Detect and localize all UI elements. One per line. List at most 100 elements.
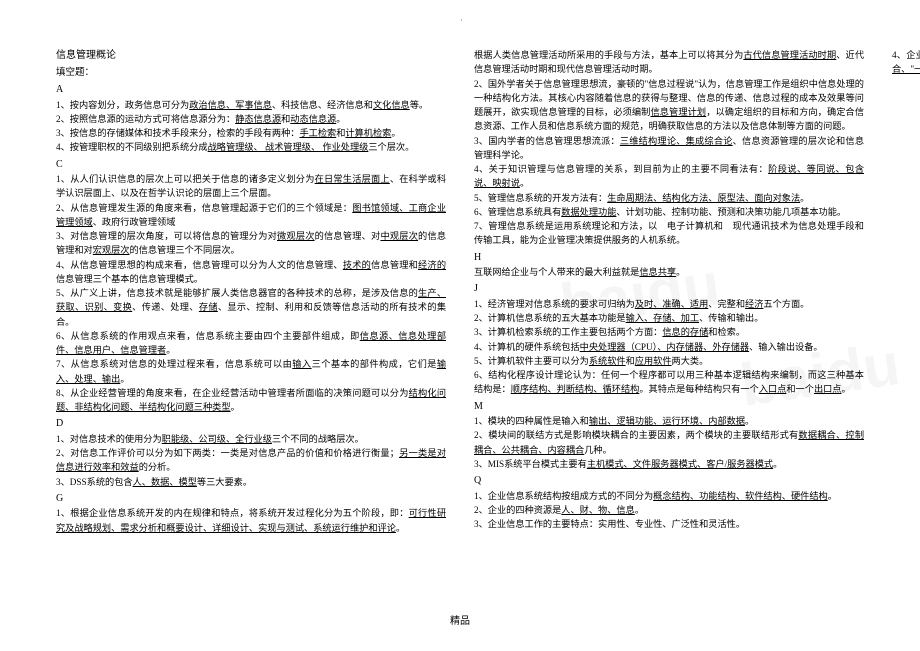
- text-run: 2、计算机信息系统的五大基本功能是: [474, 313, 626, 323]
- text-run: 、科技信息、经济信息和: [272, 100, 373, 110]
- underline-text: 计算机检索: [345, 128, 391, 138]
- text-run: 。: [231, 402, 240, 412]
- text-run: 、完整和: [708, 299, 745, 309]
- text-run: 的分析。: [139, 462, 176, 472]
- paragraph: 3、对信息管理的层次角度，可以将信息的管理分为对微观层次的信息管理、对中观层次的…: [56, 229, 446, 258]
- text-run: 3、MIS系统平台模式主要有: [474, 459, 587, 469]
- text-run: 。: [773, 459, 782, 469]
- underline-text: 信息管理计划: [650, 107, 706, 117]
- section-head: C: [56, 157, 446, 173]
- underline-text: 微观层次: [277, 231, 315, 241]
- underline-text: 系统软件: [589, 356, 626, 366]
- doc-subtitle: 填空题：: [56, 66, 446, 81]
- underline-text: 职能级、公司级、全行业级: [162, 434, 272, 444]
- underline-text: 输入: [292, 359, 311, 369]
- text-run: 1、根据企业信息系统开发的内在规律和特点，将系统开发过程化分为五个阶段，即：: [56, 508, 409, 518]
- text-run: 、输入输出设备。: [749, 342, 823, 352]
- paragraph: 5、从广义上讲，信息技术就是能够扩展人类信息器官的各种技术的总称，是涉及信息的生…: [56, 286, 446, 329]
- underline-text: 数据处理功能: [561, 207, 616, 217]
- text-run: 几种。: [584, 445, 612, 455]
- text-run: 信息管理和: [371, 260, 418, 270]
- underline-text: 中观层次: [380, 231, 418, 241]
- text-run: 5、计算机软件主要可以分为: [474, 356, 589, 366]
- footer-text: 精品: [0, 612, 920, 627]
- text-run: 6、从信息系统的作用观点来看，信息系统主要由四个主要部件组成，即: [56, 331, 360, 341]
- text-run: 4、关于知识管理与信息管理的关系，到目前为止的主要不同看法有：: [474, 164, 768, 174]
- paragraph: 6、结构化程序设计理论认为：任何一个程序都可以用三种基本逻辑结构来编制，而这三种…: [474, 368, 864, 397]
- text-run: 。: [828, 491, 837, 501]
- underline-text: 人、数据、模型: [133, 477, 197, 487]
- text-run: 。: [635, 505, 644, 515]
- paragraph: 4、计算机的硬件系统包括中央处理器（CPU）、内存储器、外存储器、输入输出设备。: [474, 340, 864, 354]
- paragraph: 4、企业信息系统建设的四个基本原则是以系统工程的观点指导信息系统的建设、与用户密…: [892, 48, 920, 77]
- paragraph: 1、经济管理对信息系统的要求可归纳为及时、准确、适用、完整和经济五个方面。: [474, 297, 864, 311]
- paragraph: 2、计算机信息系统的五大基本功能是输入、存储、加工、传输和输出。: [474, 311, 864, 325]
- text-run: 、传输和输出。: [699, 313, 763, 323]
- text-run: 的信息管理三个不同层次。: [130, 245, 240, 255]
- text-run: 。: [391, 128, 400, 138]
- paragraph: 3、计算机检索系统的工作主要包括两个方面：信息的存储和检索。: [474, 325, 864, 339]
- paragraph: 2、从信息管理发生源的角度来看，信息管理起源于它们的三个领域是：图书馆领域、工商…: [56, 201, 446, 230]
- text-run: 1、按内容划分，政务信息可分为: [56, 100, 189, 110]
- underline-text: 宏观层次: [93, 245, 130, 255]
- paragraph: 2、对信息工作评价可以分为如下两类：一类是对信息产品的价值和价格进行衡量；另一类…: [56, 446, 446, 475]
- paragraph: 2、模块间的联结方式是影响模块耦合的主要因素，两个模块的主要联结形式有数据耦合、…: [474, 428, 864, 457]
- text-run: 和: [626, 356, 635, 366]
- underline-text: 战略管理级、 战术管理级、 作业处理级: [208, 142, 369, 152]
- text-run: 3、DSS系统的包含: [56, 477, 133, 487]
- text-run: 。: [842, 384, 851, 394]
- section-head: Q: [474, 473, 864, 489]
- text-run: 4、计算机的硬件系统包括: [474, 342, 580, 352]
- paragraph: 5、管理信息系统的开发方法有：生命周期法、结构化方法、原型法、面向对象法。: [474, 191, 864, 205]
- paragraph: 7、管理信息系统是运用系统理论和方法，以 电子计算机和 现代通讯技术为信息处理手…: [474, 219, 864, 248]
- text-run: 和一个: [786, 384, 814, 394]
- section-head: D: [56, 416, 446, 432]
- paragraph: 3、国内学者的信息管理思想流派：三维结构理论、集成综合论、信息资源管理的层次论和…: [474, 134, 864, 163]
- text-run: 根据人类信息管理活动所采用的手段与方法，基本上可以将其分为: [474, 50, 743, 60]
- text-run: 。: [676, 267, 685, 277]
- text-run: 。: [336, 114, 345, 124]
- paragraph: 3、DSS系统的包含人、数据、模型等三大要素。: [56, 475, 446, 489]
- section-head: A: [56, 82, 446, 98]
- underline-text: 出口点: [814, 384, 842, 394]
- underline-text: 经济: [745, 299, 763, 309]
- paragraph: 3、企业信息工作的主要特点：实用性、专业性、广泛性和灵活性。: [474, 517, 864, 531]
- text-run: 等三大要素。: [197, 477, 252, 487]
- text-run: 1、对信息技术的使用分为: [56, 434, 162, 444]
- text-run: 信息管理三个基本的信息管理模式。: [56, 274, 203, 284]
- paragraph: 4、关于知识管理与信息管理的关系，到目前为止的主要不同看法有：阶段说、等同说、包…: [474, 162, 864, 191]
- text-run: 。: [166, 345, 175, 355]
- paragraph: 1、对信息技术的使用分为职能级、公司级、全行业级三个不同的战略层次。: [56, 432, 446, 446]
- text-run: 4、按管理职权的不同级别把系统分成: [56, 142, 208, 152]
- text-run: 4、企业信息系统建设的四个基本原则是: [892, 50, 920, 60]
- underline-text: 生命周期法、结构化方法、原型法、面向对象法: [607, 193, 800, 203]
- underline-text: 主机模式、文件服务器模式、客户/服务器模式: [587, 459, 773, 469]
- text-run: 三个不同的战略层次。: [272, 434, 364, 444]
- paragraph: 4、从信息管理思想的构成来看，信息管理可以分为人文的信息管理、技术的信息管理和经…: [56, 258, 446, 287]
- text-run: 1、从人们认识信息的层次上可以把关于信息的诸多定义划分为: [56, 174, 315, 184]
- underline-text: 文化信息: [373, 100, 410, 110]
- underline-text: 人、财、物、信息: [561, 505, 635, 515]
- underline-text: 古代信息管理活动时期: [743, 50, 836, 60]
- underline-text: 应用软件: [635, 356, 672, 366]
- text-run: 7、管理信息系统是运用系统理论和方法，以 电子计算机和 现代通讯技术为信息处理手…: [474, 221, 864, 245]
- section-head: G: [56, 491, 446, 507]
- text-run: 1、企业信息系统结构按组成方式的不同分为: [474, 491, 653, 501]
- text-run: 1、模块的四种属性是输入和: [474, 416, 589, 426]
- underline-text: 中央处理器（CPU）、内存储器、外存储器: [580, 342, 749, 352]
- top-dot: ·: [460, 16, 463, 25]
- underline-text: 动态信息源: [290, 114, 336, 124]
- paragraph: 互联网给企业与个人带来的最大利益就是信息共享。: [474, 265, 864, 279]
- underline-text: 输出、逻辑功能、运行环境、内部数据: [589, 416, 745, 426]
- section-head: H: [474, 250, 864, 266]
- text-run: 2、模块间的联结方式是影响模块耦合的主要因素，两个模块的主要联结形式有: [474, 430, 798, 440]
- underline-text: 在日常生活层面上: [315, 174, 390, 184]
- text-run: 和检索。: [708, 327, 745, 337]
- text-run: 3、对信息管理的层次角度，可以将信息的管理分为对: [56, 231, 277, 241]
- underline-text: 信息的存储: [662, 327, 708, 337]
- text-run: 三个层次。: [368, 142, 414, 152]
- underline-text: 信息共享: [639, 267, 676, 277]
- text-run: 5、从广义上讲，信息技术就是能够扩展人类信息器官的各种技术的总称，是涉及信息的: [56, 288, 418, 298]
- text-run: 和: [281, 114, 290, 124]
- paragraph: 1、企业信息系统结构按组成方式的不同分为概念结构、功能结构、软件结构、硬件结构。: [474, 489, 864, 503]
